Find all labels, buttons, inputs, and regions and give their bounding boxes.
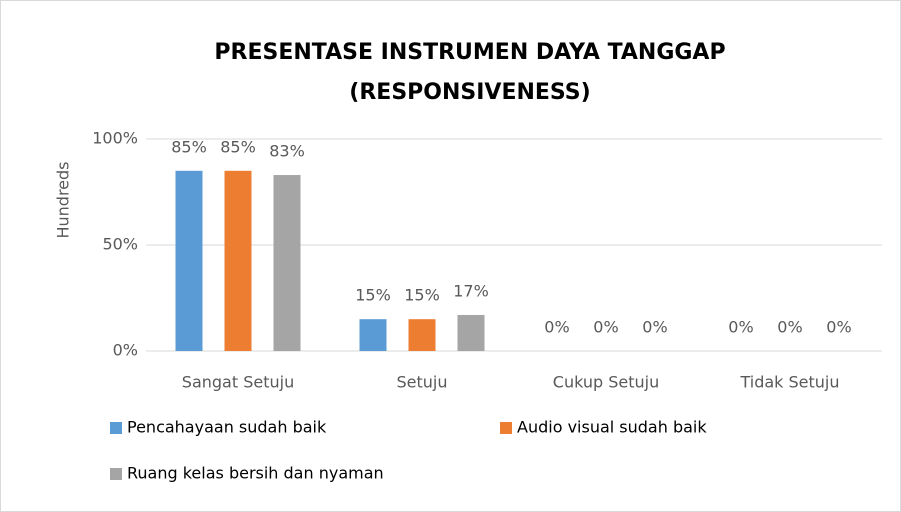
legend-label: Ruang kelas bersih dan nyaman xyxy=(127,464,384,483)
legend-swatch xyxy=(110,468,122,480)
data-label: 83% xyxy=(269,142,305,161)
data-label: 15% xyxy=(404,286,440,305)
data-label: 0% xyxy=(593,318,618,337)
bar xyxy=(457,314,485,351)
data-label: 85% xyxy=(171,137,207,156)
x-tick-label: Setuju xyxy=(397,373,448,392)
legend-swatch xyxy=(110,422,122,434)
legend-label: Pencahayaan sudah baik xyxy=(127,418,327,437)
data-label: 0% xyxy=(826,318,851,337)
y-tick-label: 50% xyxy=(102,235,138,254)
y-tick-label: 0% xyxy=(113,341,138,360)
bar xyxy=(359,319,387,351)
y-axis-label: Hundreds xyxy=(54,161,73,238)
x-tick-label: Sangat Setuju xyxy=(182,373,294,392)
data-label: 0% xyxy=(642,318,667,337)
data-label: 17% xyxy=(453,281,489,300)
legend-label: Audio visual sudah baik xyxy=(517,418,707,437)
data-label: 15% xyxy=(355,286,391,305)
data-label: 85% xyxy=(220,137,256,156)
bar xyxy=(408,319,436,351)
data-label: 0% xyxy=(777,318,802,337)
chart-title: PRESENTASE INSTRUMEN DAYA TANGGAP xyxy=(214,40,725,65)
x-tick-label: Tidak Setuju xyxy=(739,373,839,392)
x-tick-label: Cukup Setuju xyxy=(553,373,659,392)
bar xyxy=(273,175,301,351)
bar xyxy=(175,170,203,351)
legend-swatch xyxy=(500,422,512,434)
data-label: 0% xyxy=(544,318,569,337)
bar xyxy=(224,170,252,351)
data-label: 0% xyxy=(728,318,753,337)
chart-title: (RESPONSIVENESS) xyxy=(349,80,590,105)
y-tick-label: 100% xyxy=(92,129,138,148)
